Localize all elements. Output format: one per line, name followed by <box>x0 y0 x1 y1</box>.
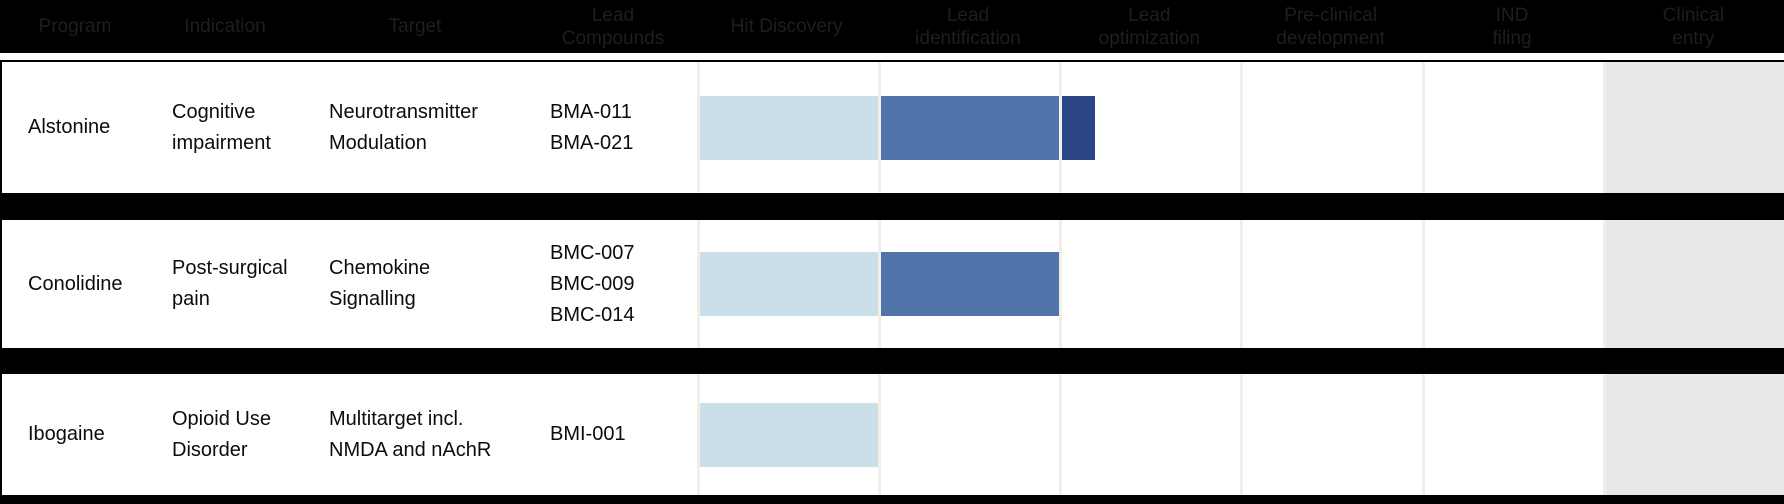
col-header-lead-compounds: Lead Compounds <box>561 4 665 49</box>
row-separator <box>0 195 1784 218</box>
stage-track <box>696 62 1784 193</box>
stage-gridline <box>1603 62 1607 193</box>
row-separator <box>0 350 1784 372</box>
col-header-target: Target <box>388 16 442 37</box>
stage-gridline <box>1240 220 1244 348</box>
stage-gridline <box>696 220 700 348</box>
lead-compounds: BMA-011 BMA-021 <box>550 100 634 154</box>
lead-compounds: BMC-007 BMC-009 BMC-014 <box>550 241 635 326</box>
stage-gridline <box>1421 374 1425 495</box>
program-row-conolidine: Conolidine Post-surgical pain Chemokine … <box>0 218 1784 350</box>
stage-gridline <box>1421 62 1425 193</box>
col-header-hit-discovery: Hit Discovery <box>730 16 843 37</box>
pipeline-bar-segment <box>698 402 880 467</box>
clinical-entry-shade <box>1604 374 1784 495</box>
col-header-lead-identification: Lead identification <box>915 4 1021 49</box>
program-name: Ibogaine <box>28 423 105 445</box>
pipeline-bar-segment <box>879 252 1061 316</box>
stage-gridline <box>1603 220 1607 348</box>
bottom-border-band <box>0 497 1784 504</box>
stage-gridline <box>1240 62 1244 193</box>
target: Chemokine Signalling <box>329 257 431 310</box>
stage-gridline <box>1059 62 1063 193</box>
col-header-ind-filing: IND filing <box>1492 4 1532 49</box>
pipeline-bar-segment <box>698 252 880 316</box>
col-header-clinical-entry: Clinical entry <box>1662 4 1724 49</box>
program-row-alstonine: Alstonine Cognitive impairment Neurotran… <box>0 60 1784 195</box>
stage-gridline <box>1240 374 1244 495</box>
col-header-program: Program <box>38 16 112 37</box>
target: Multitarget incl. NMDA and nAchR <box>329 407 492 461</box>
stage-gridline <box>1603 374 1607 495</box>
col-header-preclinical-development: Pre-clinical development <box>1276 4 1386 49</box>
pipeline-bar-segment <box>1060 95 1096 160</box>
program-name: Conolidine <box>28 272 123 295</box>
pipeline-bar-segment <box>698 95 880 160</box>
col-header-indication: Indication <box>184 16 266 37</box>
stage-gridline <box>877 62 881 193</box>
stage-gridline <box>696 62 700 193</box>
clinical-entry-shade <box>1604 62 1784 193</box>
stage-track <box>696 374 1784 495</box>
header-row: Program Indication Target Lead Compounds… <box>0 0 1784 53</box>
program-name: Alstonine <box>28 116 111 138</box>
target: Neurotransmitter Modulation <box>329 100 478 154</box>
indication: Cognitive impairment <box>172 100 271 154</box>
clinical-entry-shade <box>1604 220 1784 348</box>
stage-gridline <box>1059 220 1063 348</box>
stage-gridline <box>696 374 700 495</box>
program-row-ibogaine: Ibogaine Opioid Use Disorder Multitarget… <box>0 372 1784 497</box>
pipeline-bar-segment <box>879 95 1061 160</box>
stage-gridline <box>1059 374 1063 495</box>
indication: Post-surgical pain <box>172 257 288 310</box>
stage-gridline <box>877 220 881 348</box>
indication: Opioid Use Disorder <box>172 407 271 461</box>
col-header-lead-optimization: Lead optimization <box>1098 4 1201 49</box>
stage-track <box>696 220 1784 348</box>
lead-compounds: BMI-001 <box>550 423 626 445</box>
stage-gridline <box>1421 220 1425 348</box>
stage-gridline <box>877 374 881 495</box>
header-gap <box>0 53 1784 60</box>
